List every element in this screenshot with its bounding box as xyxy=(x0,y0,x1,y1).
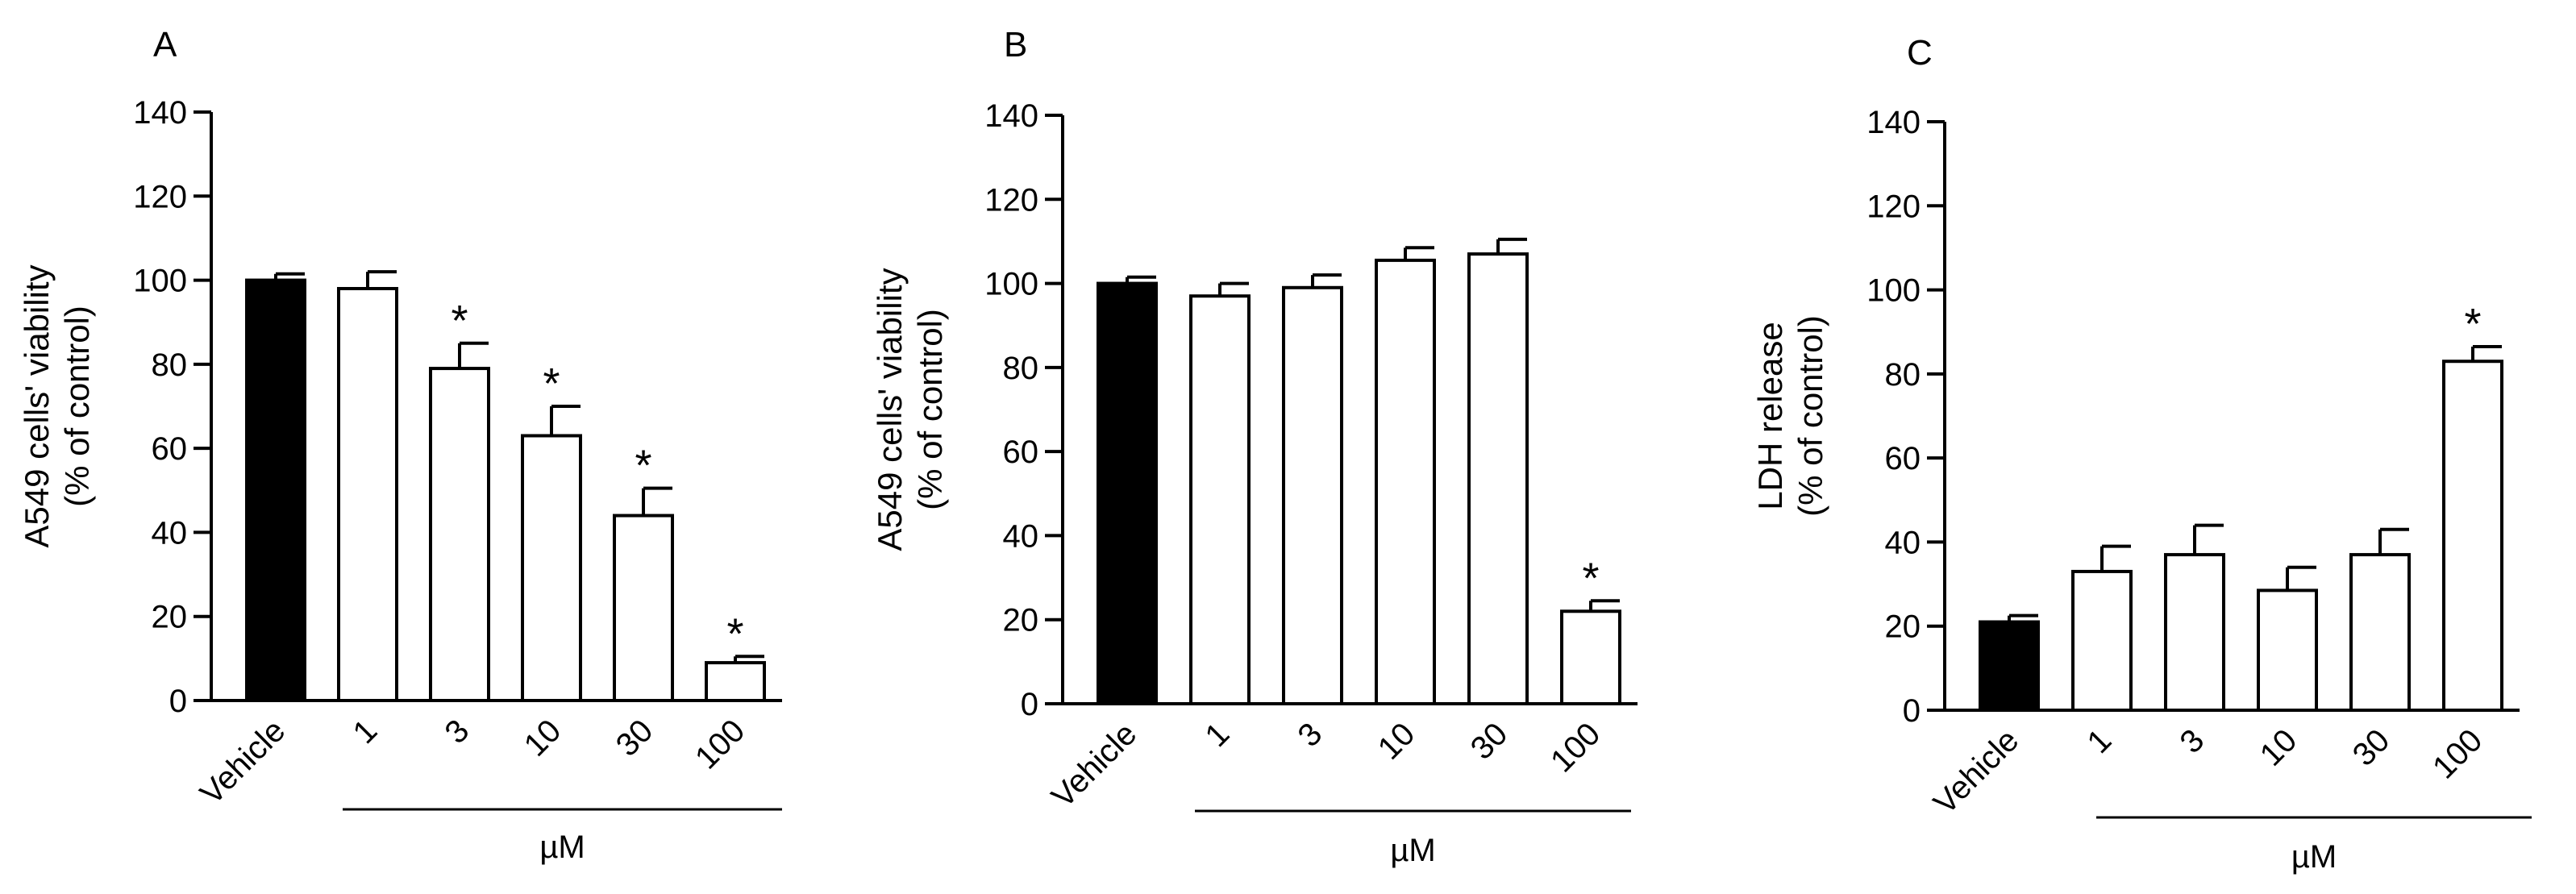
x-tick-label: 3 xyxy=(2174,722,2212,760)
x-tick-label: Vehicle xyxy=(194,713,292,811)
x-axis-unit-label: µM xyxy=(539,830,585,865)
y-tick-label: 80 xyxy=(1003,351,1039,386)
bar-1-um xyxy=(1189,294,1251,705)
y-tick-label: 0 xyxy=(1903,693,1921,729)
x-tick-label: 3 xyxy=(1292,716,1330,754)
significance-star: * xyxy=(451,297,468,345)
x-tick-label: 30 xyxy=(1464,716,1515,767)
y-tick-label: 60 xyxy=(1885,441,1921,476)
x-tick-label: 1 xyxy=(1199,716,1237,754)
panel-a: A 0 20 40 60 80 100 120 140 A549 cells' viability… xyxy=(18,25,782,865)
x-tick-label: 1 xyxy=(2081,722,2119,760)
y-tick-label: 100 xyxy=(133,264,187,299)
panel-letter: C xyxy=(1907,33,1933,73)
y-axis-title: LDH release(% of control) xyxy=(1751,315,1829,517)
y-tick-label: 120 xyxy=(984,182,1038,218)
bar-vehicle xyxy=(1097,281,1158,706)
y-tick-label: 140 xyxy=(133,95,187,131)
x-axis-unit-label: µM xyxy=(2291,839,2337,875)
panel-c: C 0 20 40 60 80 100 120 140 LDH release(% of cont… xyxy=(1751,33,2532,875)
bar-100-um xyxy=(1560,609,1621,705)
significance-star: * xyxy=(726,609,743,658)
y-tick-label: 60 xyxy=(1003,435,1039,470)
bar-10-um xyxy=(521,434,582,702)
x-tick-label: 10 xyxy=(2253,722,2304,773)
x-tick-label: 10 xyxy=(518,713,568,763)
significance-star: * xyxy=(2464,300,2481,348)
y-tick-label: 80 xyxy=(152,347,188,383)
bar-100-um xyxy=(705,661,766,702)
y-tick-label: 80 xyxy=(1885,357,1921,393)
y-axis-title: A549 cells' viability(% of control) xyxy=(871,268,949,551)
y-tick-label: 120 xyxy=(133,179,187,214)
y-axis-title-line: (% of control) xyxy=(58,306,96,507)
panel-b: B 0 20 40 60 80 100 120 140 A549 cells' viability… xyxy=(871,25,1638,868)
y-axis-title: A549 cells' viability(% of control) xyxy=(18,264,96,547)
x-tick-label: 100 xyxy=(689,713,751,775)
bar-1-um xyxy=(337,287,398,702)
y-axis-title-line: LDH release xyxy=(1751,322,1789,509)
y-axis-title-line: A549 cells' viability xyxy=(871,268,909,551)
bar-10-um xyxy=(1375,258,1436,705)
y-tick-label: 100 xyxy=(1866,273,1921,309)
bar-30-um xyxy=(613,514,674,702)
x-tick-label: 30 xyxy=(2346,722,2397,773)
bar-30-um xyxy=(2349,553,2411,712)
significance-star: * xyxy=(1582,554,1599,602)
x-tick-label: 100 xyxy=(2426,722,2489,785)
y-tick-label: 40 xyxy=(1003,518,1039,554)
significance-star: * xyxy=(635,442,651,490)
y-axis-title-line: A549 cells' viability xyxy=(18,264,56,547)
x-tick-label: 3 xyxy=(439,713,476,751)
panel-letter: B xyxy=(1004,25,1027,64)
bar-3-um xyxy=(1282,285,1343,705)
y-axis-title-line: (% of control) xyxy=(1792,315,1829,517)
bar-1-um xyxy=(2071,569,2133,713)
y-tick-label: 40 xyxy=(152,515,188,551)
y-tick-label: 100 xyxy=(984,267,1038,302)
bar-vehicle xyxy=(245,278,306,703)
y-tick-label: 40 xyxy=(1885,525,1921,560)
bar-100-um xyxy=(2442,360,2503,712)
y-tick-label: 20 xyxy=(152,600,188,635)
y-tick-label: 140 xyxy=(984,98,1038,134)
bar-vehicle xyxy=(1979,620,2040,712)
y-tick-label: 0 xyxy=(1021,687,1038,722)
x-tick-label: 1 xyxy=(347,713,385,751)
y-tick-label: 0 xyxy=(169,684,187,719)
bar-3-um xyxy=(429,367,490,702)
y-tick-label: 20 xyxy=(1885,609,1921,645)
y-tick-label: 120 xyxy=(1866,189,1921,224)
x-axis-unit-label: µM xyxy=(1390,833,1435,868)
bar-10-um xyxy=(2257,588,2318,713)
y-tick-label: 140 xyxy=(1866,105,1921,140)
x-tick-label: 100 xyxy=(1544,716,1607,779)
x-tick-label: Vehicle xyxy=(1927,722,2025,821)
y-tick-label: 20 xyxy=(1003,603,1039,638)
y-axis-title-line: (% of control) xyxy=(911,309,949,510)
panel-letter: A xyxy=(153,25,177,64)
y-tick-label: 60 xyxy=(152,431,188,467)
x-tick-label: Vehicle xyxy=(1045,716,1143,814)
bar-3-um xyxy=(2164,553,2225,712)
bar-30-um xyxy=(1467,252,1529,706)
significance-star: * xyxy=(543,360,560,408)
x-tick-label: 30 xyxy=(610,713,660,763)
x-tick-label: 10 xyxy=(1371,716,1422,767)
